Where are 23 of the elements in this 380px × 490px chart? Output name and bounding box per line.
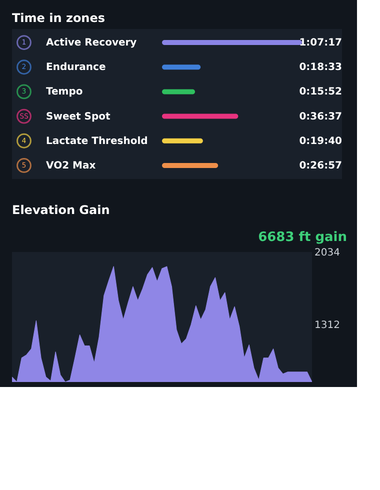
y-tick-label: Lactate Threshold (46, 136, 148, 147)
text: Time in zones (12, 11, 106, 25)
y-tick-label: Active Recovery (46, 38, 138, 49)
text: 6683 ft gain (258, 230, 347, 245)
bar (162, 64, 201, 70)
bar (162, 40, 302, 46)
y-tick-label: Endurance (46, 62, 106, 74)
data-label: 0:15:52 (299, 86, 342, 98)
bar (162, 138, 203, 144)
y-tick-label: 2034 (314, 248, 340, 258)
chart-title: Elevation Gain (12, 203, 110, 217)
y-tick-label: Tempo (46, 86, 83, 98)
y-tick-label: Sweet Spot (46, 111, 110, 122)
data-label: 0:36:37 (299, 111, 342, 122)
data-label: 0:26:57 (299, 160, 342, 172)
bar (162, 89, 196, 94)
data-label: 0:18:33 (299, 62, 342, 74)
bar (162, 114, 238, 119)
y-tick-label: VO2 Max (46, 160, 96, 172)
bar (162, 162, 218, 168)
y-tick-label: 1312 (314, 320, 340, 332)
data-label: 1:07:17 (299, 38, 342, 49)
data-label: 0:19:40 (299, 136, 342, 147)
